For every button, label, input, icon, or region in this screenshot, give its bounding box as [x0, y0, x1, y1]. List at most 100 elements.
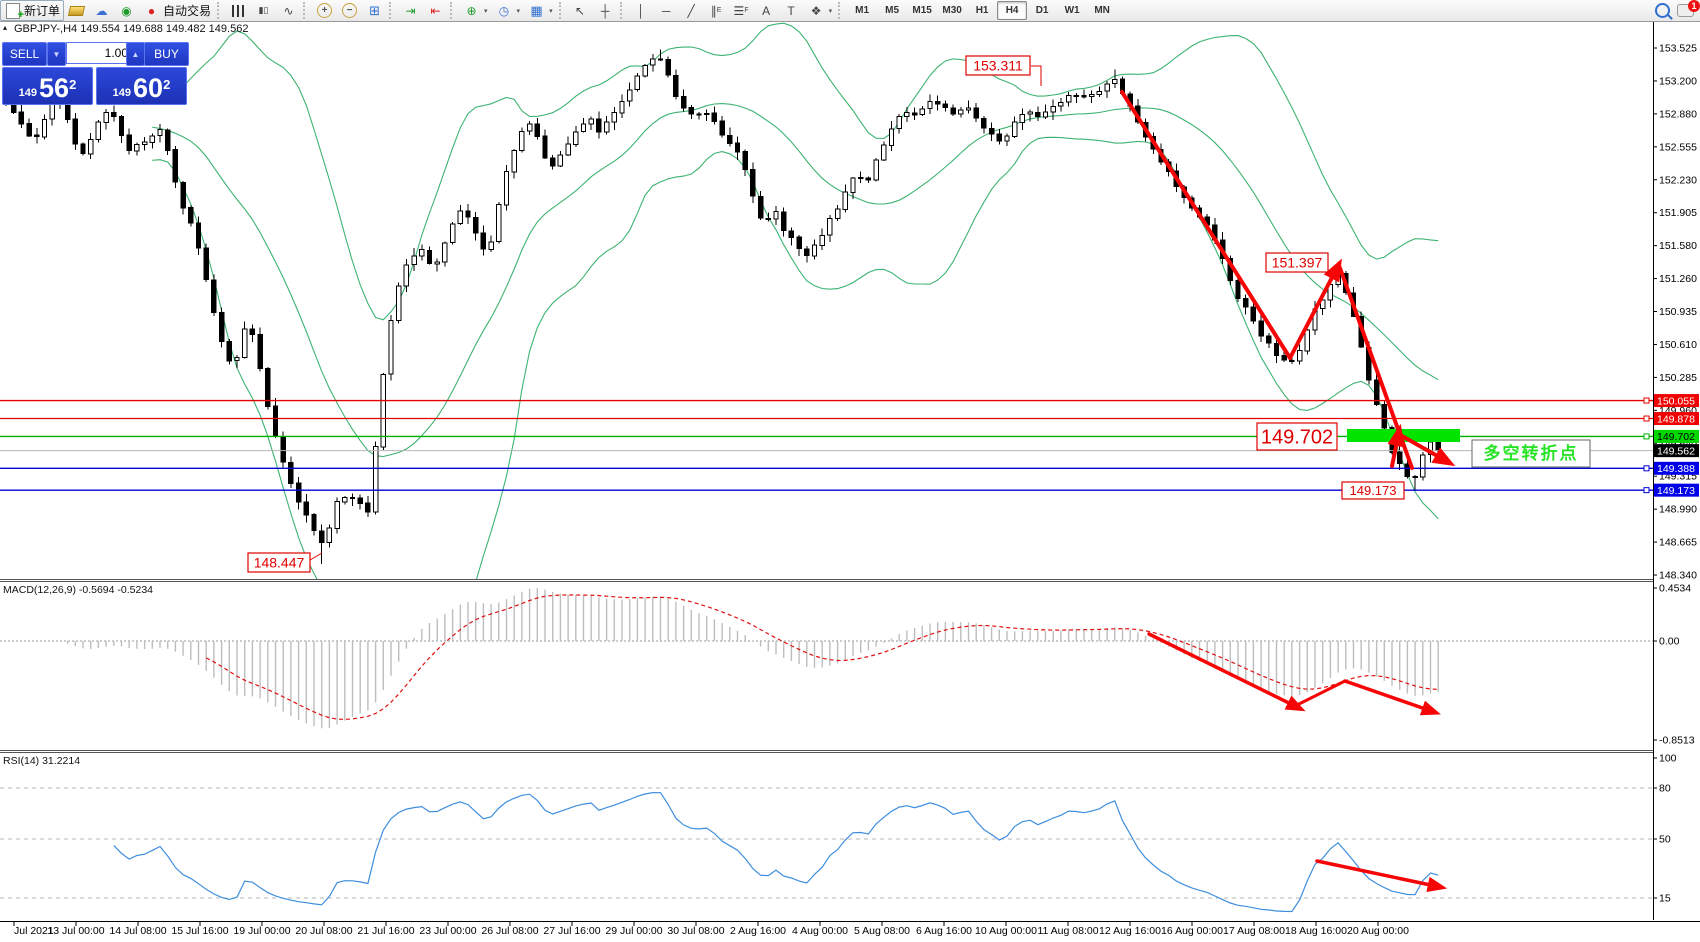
macd-layer	[0, 587, 1653, 729]
candles-layer	[3, 49, 1441, 564]
sell-price-button[interactable]: 149 56 2	[2, 67, 93, 105]
svg-text:0.4534: 0.4534	[1659, 583, 1691, 595]
timeframe-m5[interactable]: M5	[885, 5, 900, 16]
rsi-indicator-label: RSI(14) 31.2214	[3, 755, 81, 767]
sell-button[interactable]: SELL	[2, 42, 47, 66]
volume-input[interactable]	[66, 42, 132, 64]
new-chart-button[interactable]: ⊕ ▾	[459, 0, 492, 21]
svg-text:151.580: 151.580	[1659, 240, 1697, 252]
deposit-icon[interactable]	[64, 0, 89, 21]
svg-text:153.311: 153.311	[973, 58, 1023, 74]
buy-button[interactable]: BUY	[144, 42, 189, 66]
channel-icon[interactable]: ∥ E	[704, 0, 729, 21]
panel-separators[interactable]	[0, 579, 1700, 922]
new-order-icon: +	[4, 2, 24, 21]
timeframe-w1[interactable]: W1	[1064, 5, 1080, 16]
timeframe-d1[interactable]: D1	[1035, 5, 1049, 16]
timeframe-mn[interactable]: MN	[1094, 5, 1110, 16]
top-toolbar: + 新订单 ☁ ◉ ● 自动交易 ▮▯ ∿ + − ⊞ ⇥ ⇤ ⊕ ▾ ◷ ▾ ▦ ▾ ↖ ┼ │ ─ ╱ ∥ E ☰ F A T ❖ ▾ M1…	[0, 0, 1700, 22]
timeframe-h4[interactable]: H4	[997, 1, 1028, 20]
svg-text:148.665: 148.665	[1659, 537, 1697, 549]
svg-text:148.340: 148.340	[1659, 570, 1697, 582]
svg-text:20 Aug 00:00: 20 Aug 00:00	[1347, 925, 1409, 937]
new-order-button-label: 新订单	[24, 4, 61, 18]
one-click-trading-panel: SELL ▼ ▲ BUY 149 56 2 149 60 2	[2, 40, 189, 105]
vertical-line-icon[interactable]: │	[629, 0, 654, 21]
buy-price-button[interactable]: 149 60 2	[96, 67, 187, 105]
svg-text:5 Aug 08:00: 5 Aug 08:00	[854, 925, 910, 937]
crosshair-icon[interactable]: ┼	[593, 0, 618, 21]
turning-point-note[interactable]: 多空转折点	[1471, 439, 1591, 468]
svg-text:149.173: 149.173	[1657, 485, 1695, 497]
zoom-in-icon[interactable]: +	[312, 0, 337, 21]
cursor-icon[interactable]: ↖	[568, 0, 593, 21]
svg-text:152.555: 152.555	[1659, 141, 1697, 153]
community-icon[interactable]: ☁	[89, 0, 114, 21]
templates-button[interactable]: ▦ ▾	[524, 0, 557, 21]
arrows-icon[interactable]: ❖ ▾	[804, 0, 837, 21]
bar-chart-mode-icon[interactable]	[226, 0, 251, 21]
svg-text:100: 100	[1659, 753, 1677, 765]
timeframe-m30[interactable]: M30	[942, 5, 962, 16]
svg-text:20 Jul 08:00: 20 Jul 08:00	[295, 925, 352, 937]
volume-increase-button[interactable]: ▲	[126, 42, 145, 66]
svg-text:Jul 2021: Jul 2021	[14, 925, 54, 937]
horizontal-line-icon[interactable]: ─	[654, 0, 679, 21]
svg-text:153.200: 153.200	[1659, 75, 1697, 87]
svg-text:150.285: 150.285	[1659, 372, 1697, 384]
svg-text:29 Jul 00:00: 29 Jul 00:00	[605, 925, 662, 937]
fibonacci-icon[interactable]: ☰ F	[729, 0, 754, 21]
trend-arrows-macd[interactable]	[1147, 632, 1441, 716]
rsi-layer	[0, 787, 1653, 913]
zoom-out-icon: −	[341, 3, 358, 18]
svg-text:150.055: 150.055	[1657, 395, 1695, 407]
chat-icon[interactable]: 1	[1677, 0, 1700, 18]
signals-icon[interactable]: ◉	[114, 0, 139, 21]
chart-shift-icon: ⇤	[430, 3, 441, 18]
sell-price-pip: 2	[69, 77, 77, 92]
svg-text:19 Jul 00:00: 19 Jul 00:00	[233, 925, 290, 937]
text-icon[interactable]: A	[754, 0, 779, 21]
svg-text:6 Aug 16:00: 6 Aug 16:00	[916, 925, 972, 937]
timeframe-m1[interactable]: M1	[855, 5, 870, 16]
svg-text:149.878: 149.878	[1657, 413, 1695, 425]
profiles-button[interactable]: ◷ ▾	[492, 0, 525, 21]
new-order-button[interactable]: + 新订单	[0, 0, 65, 21]
price-annotation-labels[interactable]: 153.311 151.397 149.702 149.173 148.447	[247, 55, 1405, 573]
crosshair-icon: ┼	[600, 3, 610, 18]
line-chart-mode-icon[interactable]: ∿	[276, 0, 301, 21]
chat-badge: 1	[1688, 0, 1700, 12]
templates-icon: ▦	[530, 3, 543, 18]
bollinger-bands-layer	[152, 22, 1439, 579]
svg-text:152.880: 152.880	[1659, 108, 1697, 120]
trendline-icon[interactable]: ╱	[679, 0, 704, 21]
autotrading-button[interactable]: ● 自动交易	[139, 0, 215, 21]
svg-text:149.702: 149.702	[1261, 427, 1333, 449]
tile-windows-icon[interactable]: ⊞	[362, 0, 387, 21]
channel-icon: ∥ E	[710, 3, 722, 18]
text-icon: A	[762, 3, 771, 18]
svg-text:151.397: 151.397	[1272, 255, 1323, 271]
timeframe-m15[interactable]: M15	[912, 5, 932, 16]
candlestick-mode-icon: ▮▯	[258, 5, 269, 15]
auto-scroll-icon[interactable]: ⇥	[398, 0, 423, 21]
search-icon[interactable]	[1654, 3, 1671, 18]
svg-text:50: 50	[1659, 834, 1671, 846]
trend-arrows-main[interactable]	[1120, 90, 1456, 470]
zoom-out-icon[interactable]: −	[337, 0, 362, 21]
quote-panel-toggle[interactable]: ▴	[3, 23, 8, 32]
symbol-ohlc-header: GBPJPY-,H4 149.554 149.688 149.482 149.5…	[14, 23, 249, 35]
timeframe-h1[interactable]: H1	[975, 5, 989, 16]
autotrading-button-label: 自动交易	[163, 4, 212, 18]
new-chart-icon: ⊕	[466, 3, 477, 18]
text-label-icon[interactable]: T	[779, 0, 804, 21]
svg-text:0.00: 0.00	[1659, 636, 1680, 648]
svg-text:148.990: 148.990	[1659, 504, 1697, 516]
trend-arrows-rsi[interactable]	[1315, 859, 1448, 893]
svg-text:150.935: 150.935	[1659, 306, 1697, 318]
candlestick-mode-icon[interactable]: ▮▯	[251, 0, 276, 21]
chart-shift-icon[interactable]: ⇤	[423, 0, 448, 21]
volume-decrease-button[interactable]: ▼	[47, 42, 66, 66]
